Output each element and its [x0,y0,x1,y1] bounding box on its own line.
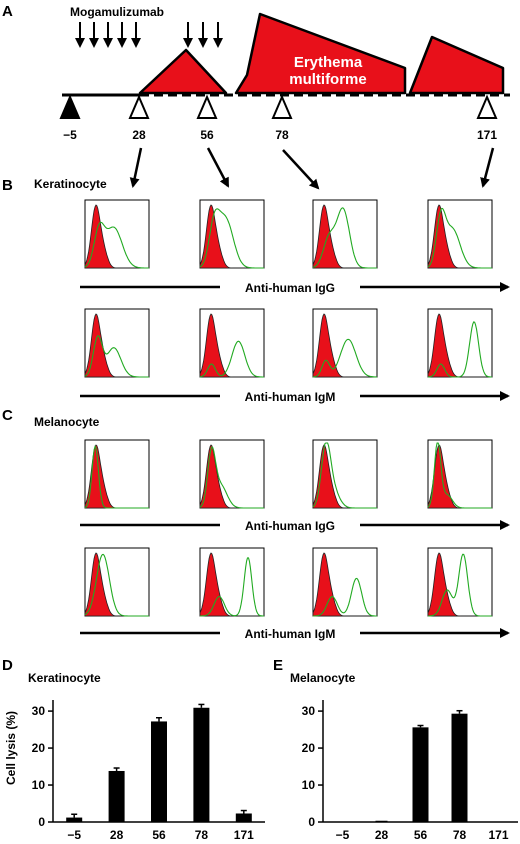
day-label: 78 [275,128,289,142]
dose-arrows [75,22,223,48]
y-tick-label: 0 [308,815,315,829]
x-tick-label: 28 [110,828,124,842]
x-tick-label: 78 [453,828,467,842]
flow-histogram [84,308,150,378]
melanocyte-flow-title: Melanocyte [34,415,100,429]
igm-axis-label: Anti-human IgM [245,390,336,404]
flow-histogram [199,199,265,269]
panel-letter-d: D [2,657,13,674]
flow-histogram [84,199,150,269]
axis-label-bg [220,387,360,403]
x-tick-label: −5 [336,828,350,842]
bar [151,721,167,822]
timepoint-arrow [206,147,230,188]
axis-label-bg [220,278,360,294]
x-tick-label: 171 [488,828,508,842]
keratinocyte-igm-histograms [84,308,493,378]
chart-d-ylabel: Cell lysis (%) [4,711,18,785]
erythema-areas [138,12,505,95]
y-tick-label: 0 [38,815,45,829]
timepoint-arrow [129,147,143,188]
igg-axis-label: Anti-human IgG [245,281,335,295]
erythema-episode-3 [408,35,505,95]
y-tick-label: 10 [302,778,316,792]
axis-label-bg [220,516,360,532]
erythema-episode-2 [234,12,407,95]
bar [66,817,83,822]
x-tick-label: 56 [152,828,166,842]
y-tick-label: 30 [32,704,46,718]
bar [412,727,429,822]
panel-letter-e: E [273,657,283,674]
day-label: 171 [477,128,497,142]
chart-e-title: Melanocyte [290,671,356,685]
igm-axis-label: Anti-human IgM [245,627,336,641]
y-tick-label: 30 [302,704,316,718]
day-label: 28 [132,128,146,142]
flow-histogram [312,439,378,509]
bar [451,713,468,822]
panel-letter-a: A [2,3,13,20]
keratinocyte-flow-title: Keratinocyte [34,177,107,191]
panel-letter-c: C [2,407,13,424]
x-tick-label: 171 [234,828,254,842]
flow-histogram [84,547,150,617]
timepoint-marker-filled [59,94,81,119]
melanocyte-igg-histograms [84,439,493,509]
timepoint-marker [196,94,218,119]
melanocyte-igm-histograms [84,547,493,617]
panel-letter-b: B [2,177,13,194]
timepoint-arrow [282,149,320,190]
timepoint-marker [271,94,293,119]
timepoint-arrows [129,147,495,190]
flow-histogram [427,439,493,509]
bar [108,770,125,822]
x-tick-label: 78 [195,828,209,842]
flow-histogram [312,547,378,617]
flow-histogram [312,199,378,269]
igg-axis-label: Anti-human IgG [245,519,335,533]
chart-d-title: Keratinocyte [28,671,101,685]
flow-histogram [427,199,493,269]
flow-histogram [427,547,493,617]
bar [235,813,252,822]
x-tick-label: 28 [375,828,389,842]
day-label: 56 [200,128,214,142]
timepoint-marker [476,94,498,119]
y-tick-label: 20 [302,741,316,755]
axis-label-bg [220,624,360,640]
flow-histogram [312,308,378,378]
timepoint-arrow [480,147,495,188]
chart-keratinocyte-lysis: 0 10 20 30 −5 28 56 78 171 [32,700,265,842]
erythema-label-line2: multiforme [289,71,367,88]
y-tick-label: 10 [32,778,46,792]
chart-melanocyte-lysis: 0 10 20 30 −5 28 56 78 171 [302,700,518,842]
x-tick-label: −5 [67,828,81,842]
keratinocyte-igg-histograms [84,199,493,269]
day-label: −5 [63,128,77,142]
timepoint-marker [128,94,150,119]
x-tick-label: 56 [414,828,428,842]
drug-label: Mogamulizumab [70,5,164,19]
flow-histogram [199,439,265,509]
bar [193,707,210,822]
flow-histogram [427,308,493,378]
flow-histogram [84,439,150,509]
timepoint-markers [59,94,498,119]
flow-histogram [199,308,265,378]
y-tick-label: 20 [32,741,46,755]
flow-histogram [199,547,265,617]
erythema-label-line1: Erythema [294,54,363,71]
erythema-episode-1 [138,48,228,95]
